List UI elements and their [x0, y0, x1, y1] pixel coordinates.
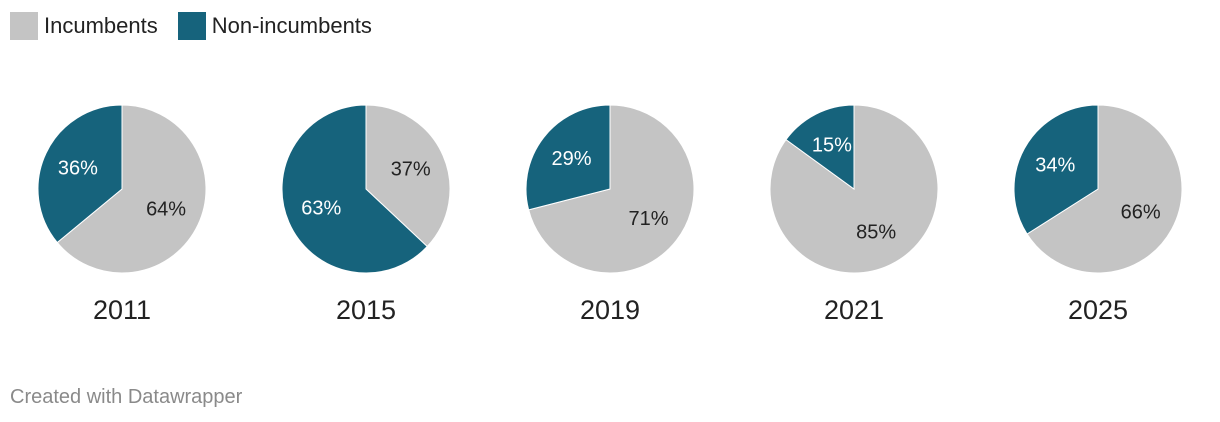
legend-label-incumbents: Incumbents [44, 13, 158, 38]
footer-credit: Created with Datawrapper [10, 386, 243, 408]
pie-slice-non-incumbents-2015 [281, 104, 428, 274]
pie-value-label-non-incumbents-2019: 29% [551, 148, 591, 170]
pie-slice-incumbents-2025 [1026, 104, 1183, 274]
pie-slice-non-incumbents-2019 [525, 104, 611, 211]
pie-value-label-non-incumbents-2011: 36% [58, 157, 98, 179]
pie-slice-non-incumbents-2021 [785, 104, 855, 190]
pie-slice-non-incumbents-2025 [1013, 104, 1099, 235]
pie-charts: 64% 36% 2011 37% 63% 2015 71% 29% 2019 85% 15% 2021… [37, 104, 1183, 325]
pie-slice-incumbents-2019 [528, 104, 695, 274]
legend-item-incumbents: Incumbents [10, 12, 158, 40]
legend: Incumbents Non-incumbents [10, 12, 392, 40]
legend-swatch-incumbents [10, 12, 38, 40]
pie-value-label-non-incumbents-2021: 15% [812, 135, 852, 157]
pie-2019: 71% 29% 2019 [525, 104, 695, 325]
pie-value-label-incumbents-2021: 85% [856, 221, 896, 243]
pie-value-label-incumbents-2011: 64% [146, 199, 186, 221]
pie-value-label-non-incumbents-2025: 34% [1035, 155, 1075, 177]
legend-swatch-non-incumbents [177, 12, 206, 40]
pie-value-label-non-incumbents-2015: 63% [301, 197, 341, 219]
pie-value-label-incumbents-2015: 37% [391, 159, 431, 181]
pie-2015: 37% 63% 2015 [281, 104, 451, 325]
pie-year-label-2011: 2011 [93, 295, 151, 325]
pie-value-label-incumbents-2025: 66% [1121, 201, 1161, 223]
pie-slice-non-incumbents-2011 [37, 104, 123, 244]
pie-slice-incumbents-2015 [365, 104, 451, 248]
pie-2025: 66% 34% 2025 [1013, 104, 1183, 325]
pie-value-label-incumbents-2019: 71% [628, 208, 668, 230]
legend-label-non-incumbents: Non-incumbents [211, 13, 372, 38]
pie-year-label-2019: 2019 [580, 295, 640, 325]
pie-2021: 85% 15% 2021 [769, 104, 939, 325]
pie-slice-incumbents-2011 [56, 104, 207, 274]
legend-item-non-incumbents: Non-incumbents [177, 12, 372, 40]
pie-year-label-2025: 2025 [1068, 295, 1128, 325]
pie-slice-incumbents-2021 [769, 104, 939, 274]
pie-2011: 64% 36% 2011 [37, 104, 207, 325]
pie-year-label-2015: 2015 [336, 295, 396, 325]
pie-year-label-2021: 2021 [824, 295, 884, 325]
